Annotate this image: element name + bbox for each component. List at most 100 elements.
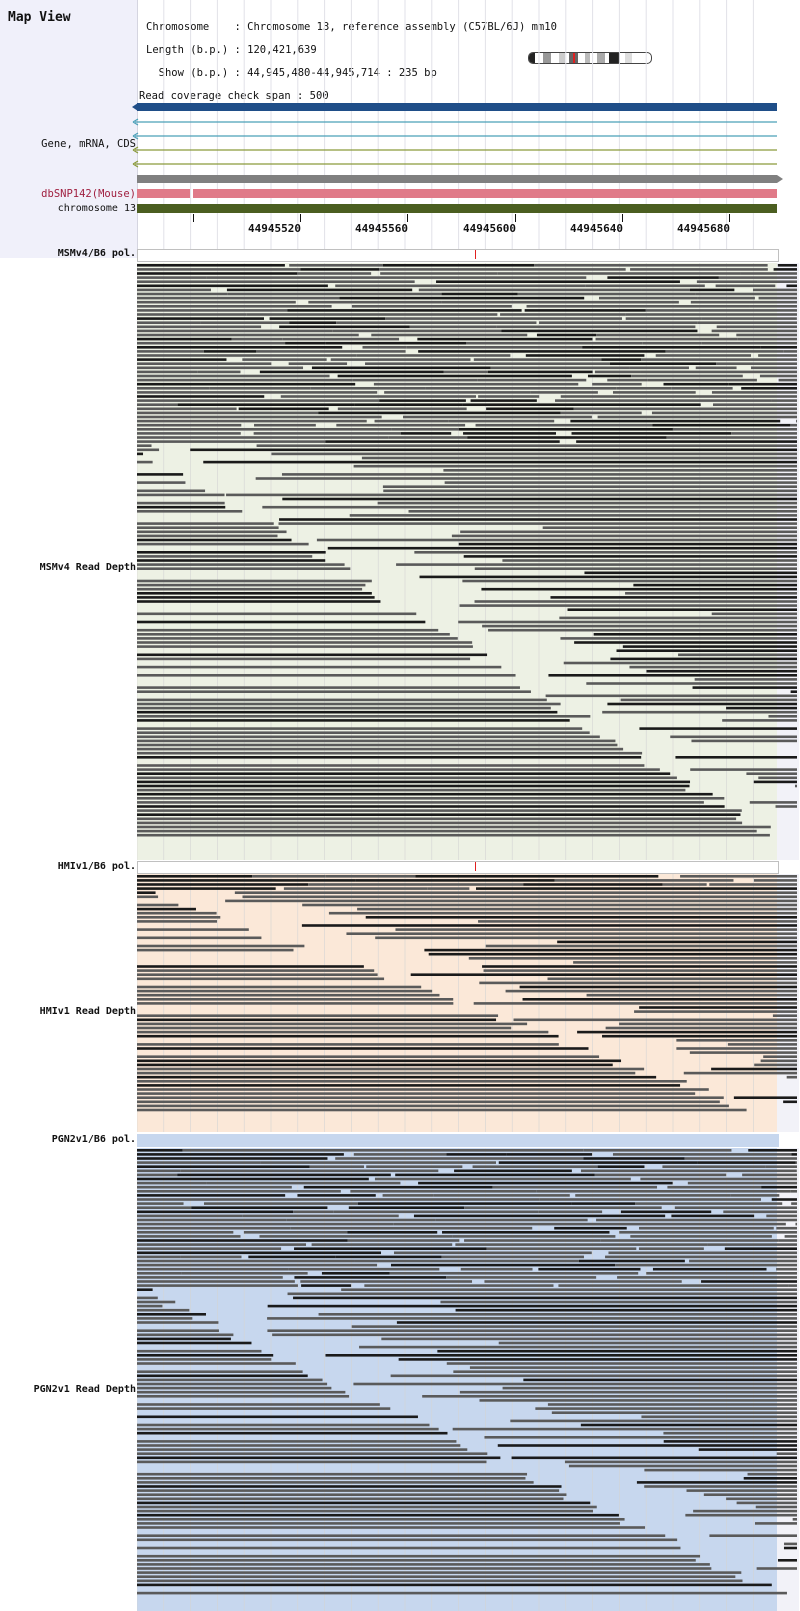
- read-segment: [137, 374, 330, 378]
- read-segment: [373, 382, 579, 386]
- read-segment: [709, 883, 797, 886]
- read-segment: [460, 530, 797, 534]
- read-segment: [716, 325, 797, 329]
- read-segment: [137, 1198, 354, 1201]
- read-segment: [351, 1325, 797, 1328]
- read-segment: [137, 1190, 341, 1193]
- read-segment: [137, 1239, 348, 1242]
- read-segment: [340, 1149, 584, 1152]
- read-segment: [763, 1055, 797, 1058]
- read-segment: [676, 1047, 797, 1050]
- snp-marker[interactable]: [475, 862, 476, 871]
- read-segment: [487, 370, 593, 374]
- read-segment: [327, 546, 797, 550]
- read-segment: [482, 965, 797, 968]
- read-segment: [137, 907, 196, 911]
- read-segment: [137, 989, 433, 993]
- read-segment: [398, 1358, 797, 1361]
- gene-tracks[interactable]: [132, 98, 795, 218]
- read-segment: [730, 1194, 780, 1197]
- read-segment: [455, 1308, 797, 1312]
- read-segment: [137, 805, 725, 808]
- read-segment: [137, 620, 426, 624]
- read-segment: [137, 1088, 709, 1091]
- read-segment: [309, 1165, 365, 1168]
- read-segment: [137, 973, 378, 976]
- read-segment: [622, 645, 797, 648]
- read-segment: [647, 378, 757, 382]
- read-segment: [711, 1067, 797, 1071]
- read-segment: [137, 747, 624, 751]
- read-segment: [137, 1255, 181, 1259]
- read-segment: [137, 1456, 501, 1460]
- axis-tick-label: 44945560: [355, 222, 408, 235]
- pgn-polymorphism-track[interactable]: [137, 1134, 779, 1147]
- read-segment: [470, 399, 537, 402]
- read-segment: [452, 1235, 616, 1238]
- msm-read-depth-track[interactable]: [137, 263, 799, 860]
- read-segment: [773, 268, 797, 271]
- pgn-read-depth-track[interactable]: [137, 1148, 799, 1611]
- hmi-read-depth-track[interactable]: [137, 874, 799, 1132]
- read-segment: [137, 702, 561, 706]
- read-segment: [525, 354, 645, 357]
- snp-marker[interactable]: [475, 250, 476, 259]
- read-segment: [633, 583, 797, 587]
- read-segment: [497, 272, 741, 275]
- read-segment: [137, 1362, 296, 1365]
- read-segment: [454, 1169, 572, 1173]
- read-segment: [441, 300, 679, 304]
- read-segment: [203, 1202, 358, 1205]
- read-segment: [419, 1190, 537, 1193]
- read-segment: [137, 985, 422, 989]
- read-segment: [766, 1214, 797, 1218]
- read-segment: [350, 1190, 420, 1193]
- read-segment: [778, 378, 797, 382]
- read-segment: [137, 305, 332, 308]
- hmi-polymorphism-track[interactable]: [137, 861, 779, 874]
- read-segment: [381, 1337, 797, 1341]
- read-segment: [484, 1436, 797, 1439]
- read-segment: [608, 1251, 797, 1255]
- read-segment: [723, 1210, 797, 1214]
- read-segment: [137, 600, 381, 603]
- read-segment: [371, 333, 528, 337]
- read-segment: [137, 1206, 192, 1209]
- read-segment: [389, 1272, 639, 1275]
- read-segment: [227, 292, 442, 296]
- read-segment: [137, 399, 380, 402]
- read-segment: [336, 423, 466, 427]
- read-segment: [451, 534, 797, 538]
- read-segment: [602, 710, 797, 714]
- read-segment: [137, 510, 243, 513]
- read-segment: [545, 694, 797, 698]
- pgn-depth-label: PGN2v1 Read Depth: [33, 1384, 136, 1395]
- msm-polymorphism-track[interactable]: [137, 249, 779, 262]
- read-segment: [137, 1518, 625, 1521]
- read-segment: [418, 1181, 673, 1185]
- read-segment: [137, 559, 326, 562]
- read-segment: [526, 305, 750, 308]
- read-segment: [332, 329, 502, 333]
- read-segment: [272, 1333, 797, 1337]
- read-segment: [496, 325, 696, 329]
- read-segment: [137, 911, 217, 915]
- read-segment: [391, 428, 459, 431]
- read-segment: [688, 887, 797, 890]
- read-segment: [137, 1444, 461, 1447]
- chromosome-ideogram-icon[interactable]: [528, 52, 652, 64]
- read-segment: [436, 280, 680, 283]
- read-segment: [582, 346, 761, 349]
- read-segment: [644, 1485, 797, 1488]
- read-segment: [761, 1185, 797, 1189]
- read-segment: [737, 337, 797, 341]
- header-panel: Map View: [0, 0, 138, 258]
- read-segment: [395, 1173, 595, 1177]
- read-segment: [536, 333, 597, 337]
- read-segment: [137, 801, 704, 804]
- read-segment: [293, 1210, 334, 1214]
- read-segment: [403, 415, 592, 419]
- read-segment: [620, 1210, 712, 1214]
- read-segment: [137, 1226, 291, 1230]
- read-segment: [695, 292, 797, 296]
